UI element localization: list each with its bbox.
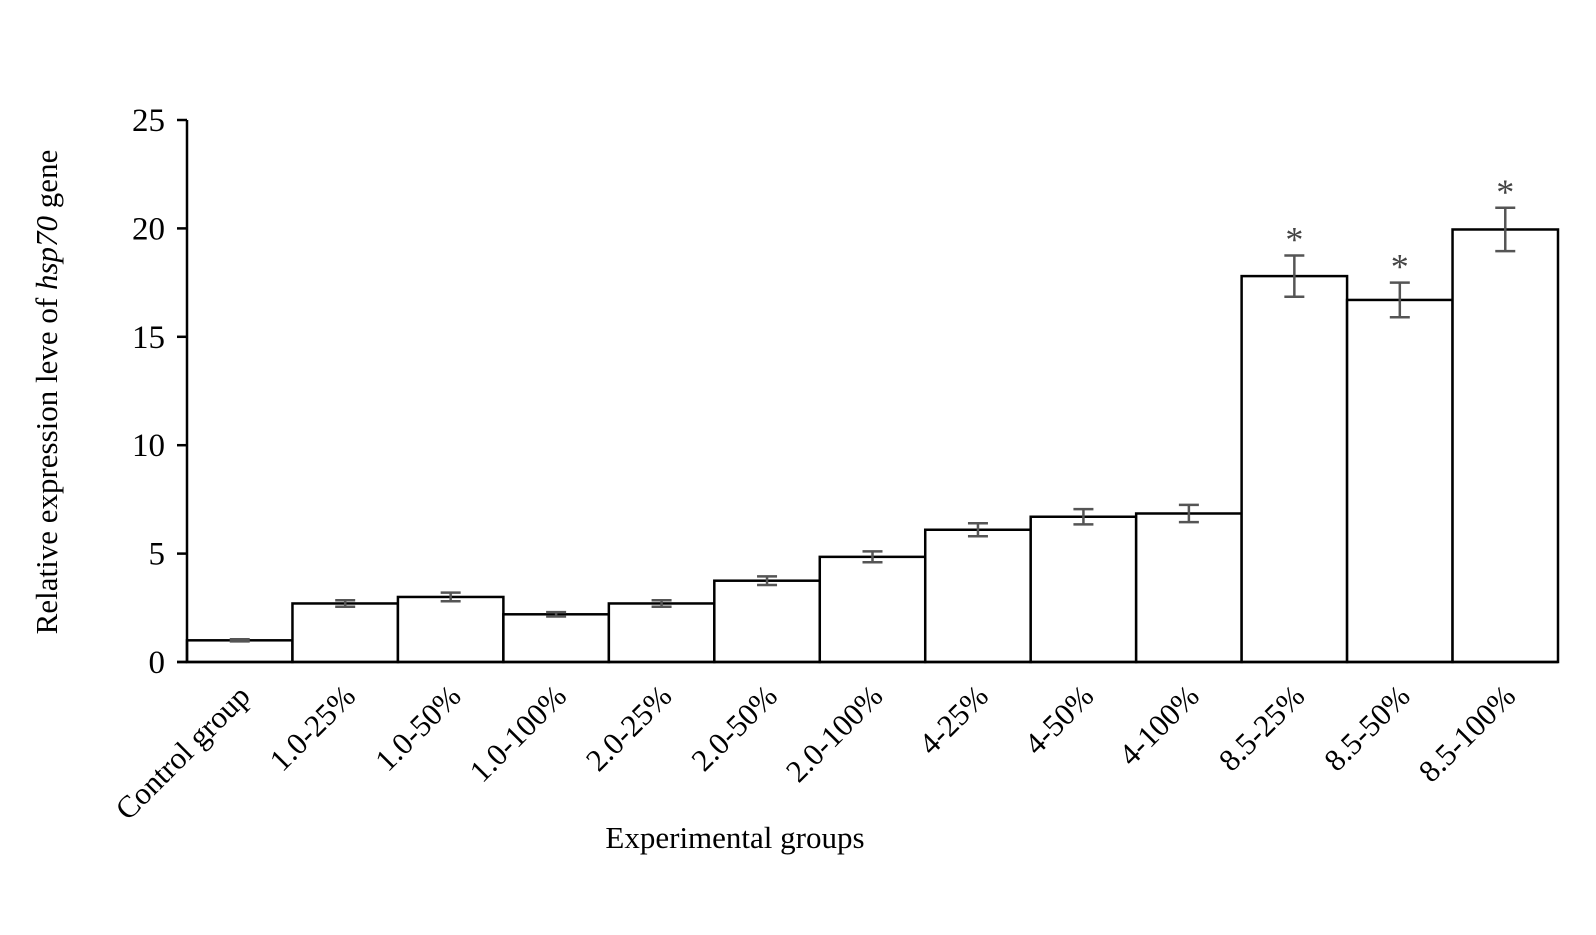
- error-bar: [546, 610, 567, 618]
- bar: [607, 602, 716, 664]
- x-tick-label: 1.0-100%: [462, 678, 573, 789]
- error-bar: [862, 550, 883, 564]
- x-tick-label: 1.0-50%: [368, 678, 468, 778]
- error-bar: [1389, 281, 1410, 319]
- error-bar: [1284, 254, 1305, 298]
- significance-marker: *: [1496, 172, 1514, 212]
- x-tick-label: 8.5-50%: [1317, 678, 1417, 778]
- bar: [291, 602, 400, 664]
- x-tick-label: 4-50%: [1017, 678, 1100, 761]
- y-tick-label: 0: [149, 645, 166, 681]
- y-tick-label: 25: [132, 103, 165, 139]
- error-bar: [1495, 206, 1516, 253]
- error-bar: [757, 575, 778, 587]
- bar: [1029, 515, 1138, 664]
- y-tick-label: 10: [132, 428, 165, 464]
- x-tick-label: 8.5-100%: [1412, 678, 1523, 789]
- x-tick-label: 4-25%: [912, 678, 995, 761]
- y-tick-label: 5: [149, 537, 166, 573]
- x-tick-label: 2.0-100%: [779, 678, 890, 789]
- error-bar: [229, 637, 250, 643]
- y-tick-label: 20: [132, 211, 165, 247]
- error-bar: [1178, 503, 1199, 524]
- error-bar: [335, 598, 356, 608]
- significance-marker: *: [1391, 247, 1409, 287]
- x-tick-label: 2.0-25%: [579, 678, 679, 778]
- error-bar: [1073, 507, 1094, 526]
- bar: [1345, 298, 1454, 664]
- x-tick-label: 8.5-25%: [1212, 678, 1312, 778]
- x-tick-label: 1.0-25%: [263, 678, 363, 778]
- significance-marker: *: [1285, 220, 1303, 260]
- error-bars-layer: [229, 206, 1516, 643]
- bar: [396, 595, 505, 664]
- y-axis-title: Relative expression leve of hsp70 gene: [29, 150, 64, 635]
- y-axis-title-prefix: Relative expression leve of: [29, 290, 64, 634]
- axes-layer: [177, 120, 1558, 664]
- x-axis-title: Experimental groups: [605, 820, 864, 855]
- error-bar: [967, 521, 988, 538]
- bar: [713, 579, 822, 664]
- bar: [923, 528, 1032, 664]
- bar: [818, 555, 927, 664]
- y-tick-label: 15: [132, 320, 165, 356]
- significance-layer: * * *: [1285, 172, 1514, 287]
- bar: [185, 639, 294, 664]
- y-axis-title-suffix: gene: [29, 150, 64, 216]
- error-bar: [440, 591, 461, 603]
- x-tick-label: Control group: [108, 678, 256, 826]
- bar: [1134, 512, 1243, 664]
- x-tick-labels-layer: Control group 1.0-25% 1.0-50%1.0-100% 2.0-2…: [108, 678, 1522, 826]
- bar: [1451, 228, 1560, 664]
- bar: [1240, 274, 1349, 664]
- x-tick-label: 4-100%: [1112, 678, 1206, 772]
- x-tick-label: 2.0-50%: [684, 678, 784, 778]
- bar: [502, 613, 611, 664]
- y-ticks-layer: 0 5 10 15 20 25: [132, 103, 187, 681]
- y-axis-title-gene: hsp70: [29, 215, 64, 290]
- bars-layer: [185, 228, 1560, 664]
- error-bar: [651, 598, 672, 608]
